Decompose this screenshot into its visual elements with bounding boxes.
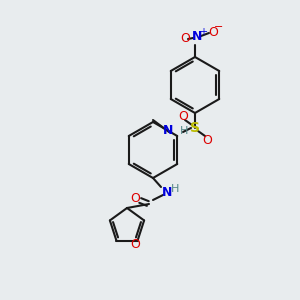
Text: −: − <box>214 22 224 32</box>
Text: O: O <box>180 32 190 46</box>
Text: S: S <box>190 121 200 135</box>
Text: O: O <box>130 238 140 251</box>
Text: H: H <box>180 126 188 136</box>
Text: O: O <box>130 191 140 205</box>
Text: O: O <box>202 134 212 146</box>
Text: N: N <box>163 124 173 137</box>
Text: O: O <box>178 110 188 122</box>
Text: +: + <box>199 27 207 37</box>
Text: N: N <box>162 185 172 199</box>
Text: H: H <box>171 184 179 194</box>
Text: N: N <box>192 31 202 44</box>
Text: O: O <box>208 26 218 38</box>
